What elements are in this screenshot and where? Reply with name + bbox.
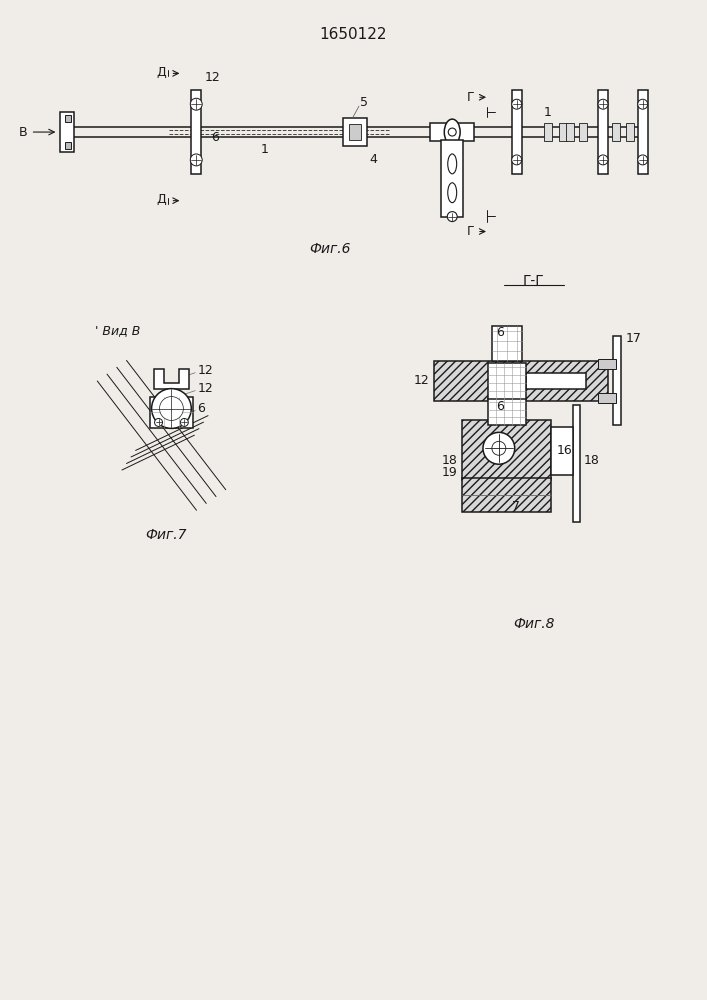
Bar — [638, 90, 648, 174]
Text: ' Вид В: ' Вид В — [95, 324, 141, 337]
Text: 5: 5 — [360, 96, 368, 109]
Bar — [150, 397, 193, 428]
Text: 1: 1 — [261, 143, 269, 156]
Text: Фиг.7: Фиг.7 — [146, 528, 187, 542]
Circle shape — [190, 98, 202, 110]
Circle shape — [598, 99, 608, 109]
Text: 6: 6 — [496, 326, 504, 339]
Circle shape — [190, 154, 202, 166]
Bar — [65, 115, 71, 122]
Circle shape — [598, 155, 608, 165]
Bar — [462, 478, 551, 512]
Circle shape — [492, 441, 506, 455]
Bar — [598, 359, 616, 369]
Circle shape — [448, 212, 457, 222]
Bar — [492, 326, 522, 361]
Bar — [499, 398, 515, 401]
Circle shape — [448, 128, 456, 136]
Text: 7: 7 — [512, 500, 520, 513]
Text: 1650122: 1650122 — [320, 27, 387, 42]
Bar — [559, 123, 567, 141]
Bar — [598, 90, 608, 174]
Bar — [566, 123, 574, 141]
Text: Г-Г: Г-Г — [522, 274, 544, 288]
Text: Д: Д — [156, 66, 166, 79]
Ellipse shape — [444, 119, 460, 145]
Bar — [60, 112, 74, 152]
Circle shape — [155, 418, 163, 426]
Ellipse shape — [448, 183, 457, 203]
Text: 4: 4 — [369, 153, 377, 166]
Text: 16: 16 — [556, 444, 572, 457]
Text: Г: Г — [467, 91, 474, 104]
Text: 12: 12 — [197, 382, 213, 395]
Text: Д: Д — [156, 193, 166, 206]
Bar — [626, 123, 633, 141]
Bar — [488, 398, 525, 425]
Text: 12: 12 — [204, 71, 220, 84]
Bar — [551, 427, 573, 475]
Circle shape — [483, 432, 515, 464]
Circle shape — [638, 155, 648, 165]
Text: 18: 18 — [441, 454, 457, 467]
Circle shape — [638, 99, 648, 109]
Ellipse shape — [448, 154, 457, 174]
Bar — [343, 118, 367, 146]
Bar — [512, 90, 522, 174]
Bar — [573, 405, 580, 522]
Text: 12: 12 — [197, 364, 213, 377]
Text: 12: 12 — [414, 374, 429, 387]
Circle shape — [180, 418, 188, 426]
Bar — [349, 124, 361, 140]
Text: Фиг.8: Фиг.8 — [513, 617, 554, 631]
Text: 19: 19 — [441, 466, 457, 479]
Circle shape — [160, 397, 183, 420]
Bar — [488, 363, 525, 399]
Text: Фиг.6: Фиг.6 — [310, 242, 351, 256]
Bar — [613, 336, 621, 425]
Bar — [65, 142, 71, 149]
Bar — [612, 123, 620, 141]
Bar — [431, 123, 474, 141]
Bar — [434, 361, 608, 401]
Text: 18: 18 — [583, 454, 599, 467]
Text: Г: Г — [467, 225, 474, 238]
Bar — [441, 140, 463, 217]
Text: 6: 6 — [211, 131, 219, 144]
Text: 6: 6 — [496, 400, 504, 413]
Bar — [525, 373, 586, 389]
Circle shape — [512, 99, 522, 109]
Text: 1: 1 — [544, 106, 551, 119]
Circle shape — [512, 155, 522, 165]
Bar — [192, 90, 201, 174]
Text: В: В — [18, 126, 28, 139]
Bar — [579, 123, 587, 141]
Bar — [544, 123, 552, 141]
Circle shape — [151, 389, 192, 428]
Text: 17: 17 — [626, 332, 642, 345]
Polygon shape — [153, 369, 189, 389]
Bar — [462, 420, 551, 480]
Bar — [598, 393, 616, 403]
Text: 6: 6 — [197, 402, 205, 415]
